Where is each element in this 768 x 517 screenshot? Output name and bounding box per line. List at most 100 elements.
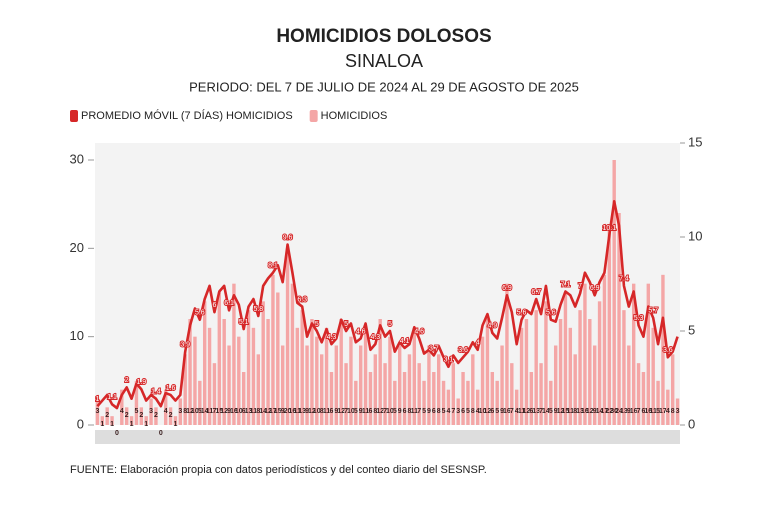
legend-swatch [309, 110, 318, 122]
bar [427, 345, 431, 425]
bar [510, 363, 514, 425]
bar-value-label: 4 [446, 408, 450, 415]
bar [163, 389, 168, 425]
bar [602, 274, 607, 425]
bar-value-label: 2 [169, 412, 173, 419]
bar-value-label: 4 [120, 408, 124, 415]
bar [480, 336, 485, 425]
bar [397, 345, 402, 425]
bar-value-label: 6 [461, 408, 465, 415]
bar [198, 380, 202, 425]
bar-value-label: 9 [334, 408, 338, 415]
bar-value-label: 9 [427, 408, 431, 415]
bar-value-label: 1 [130, 421, 134, 428]
bar-value-label: 11 [294, 408, 302, 415]
bar-value-label: 7 [383, 408, 387, 415]
y2-tick-label: 5 [688, 322, 695, 337]
line-value-label: 3.9 [180, 342, 190, 349]
bar-value-label: 2 [125, 412, 129, 419]
line-value-label: 2 [125, 377, 129, 384]
bar-value-label: 9 [554, 408, 558, 415]
line-value-label: 5 [315, 321, 319, 328]
line-value-label: 6.1 [224, 300, 234, 307]
line-value-label: 4.3 [370, 334, 380, 341]
bar-value-label: 10 [191, 408, 199, 415]
line-value-label: 6.7 [531, 289, 541, 296]
bar [139, 407, 144, 425]
line-value-label: 3.6 [458, 347, 468, 354]
bar [339, 319, 343, 425]
bar-value-label: 11 [206, 408, 214, 415]
bar-value-label: 5 [442, 408, 446, 415]
bar [324, 327, 329, 425]
bar-value-label: 4 [476, 408, 480, 415]
bar [276, 292, 280, 425]
bar-value-label: 7 [451, 408, 455, 415]
bar [432, 372, 436, 425]
bar-value-label: 16 [230, 408, 238, 415]
bar [237, 336, 241, 425]
line-value-label: 1.1 [107, 394, 117, 401]
bar [319, 354, 324, 425]
bar-value-label: 6 [368, 408, 372, 415]
line-value-label: 5.3 [634, 315, 644, 322]
bar [514, 389, 519, 425]
bar [149, 398, 153, 425]
bar-value-label: 4 [164, 408, 168, 415]
chart-subtitle: SINALOA [345, 51, 423, 71]
bar [393, 380, 397, 425]
line-value-label: 1.6 [166, 385, 176, 392]
bar-value-label: 6 [403, 408, 407, 415]
bar-value-label: 16 [630, 408, 638, 415]
bar [568, 327, 573, 425]
bar [129, 416, 134, 425]
bar-value-label: 2 [139, 412, 143, 419]
bar-value-label: 5 [549, 408, 553, 415]
bar-value-label: 3 [149, 408, 153, 415]
bar-value-label: 9 [359, 408, 363, 415]
bar [315, 336, 319, 425]
bar [407, 354, 412, 425]
bar-value-label: 12 [308, 408, 316, 415]
bar-value-label: 24 [615, 408, 623, 415]
bar [661, 274, 665, 425]
bar [368, 372, 373, 425]
line-value-label: 4.9 [487, 323, 497, 330]
line-value-label: 6.9 [502, 285, 512, 292]
bar-value-label: 9 [281, 408, 285, 415]
line-value-label: 3.1 [444, 357, 454, 364]
bar [290, 283, 295, 425]
bar [666, 389, 670, 425]
x-axis-labels-band [95, 430, 680, 444]
y-tick-label: 10 [70, 328, 84, 343]
bar-value-label: 11 [518, 408, 526, 415]
bar [261, 301, 265, 425]
bar-value-label: 11 [649, 408, 657, 415]
bar [412, 327, 417, 425]
bar-value-label: 14 [596, 408, 604, 415]
bar-value-label: 15 [274, 408, 282, 415]
bar-value-label: 9 [398, 408, 402, 415]
line-value-label: 1 [95, 396, 99, 403]
bar-value-label: 22 [605, 408, 613, 415]
bar-value-label: 17 [659, 408, 667, 415]
bar-value-label: 11 [250, 408, 258, 415]
chart-title: HOMICIDIOS DOLOSOS [276, 26, 491, 47]
line-value-label: 4 [476, 340, 480, 347]
bar [251, 327, 256, 425]
bar-value-label: 13 [245, 408, 253, 415]
bar [529, 372, 534, 425]
bar [670, 354, 675, 425]
line-value-label: 4.6 [414, 328, 424, 335]
y2-tick-label: 15 [688, 134, 702, 149]
line-value-label: 5.1 [239, 319, 249, 326]
bar-value-label: 14 [201, 408, 209, 415]
bar [544, 301, 548, 425]
bar [246, 310, 251, 425]
bar-value-label: 20 [284, 408, 292, 415]
bar [305, 345, 309, 425]
bar-value-label: 10 [347, 408, 355, 415]
bar [617, 213, 621, 425]
bar-value-label: 4 [515, 408, 519, 415]
